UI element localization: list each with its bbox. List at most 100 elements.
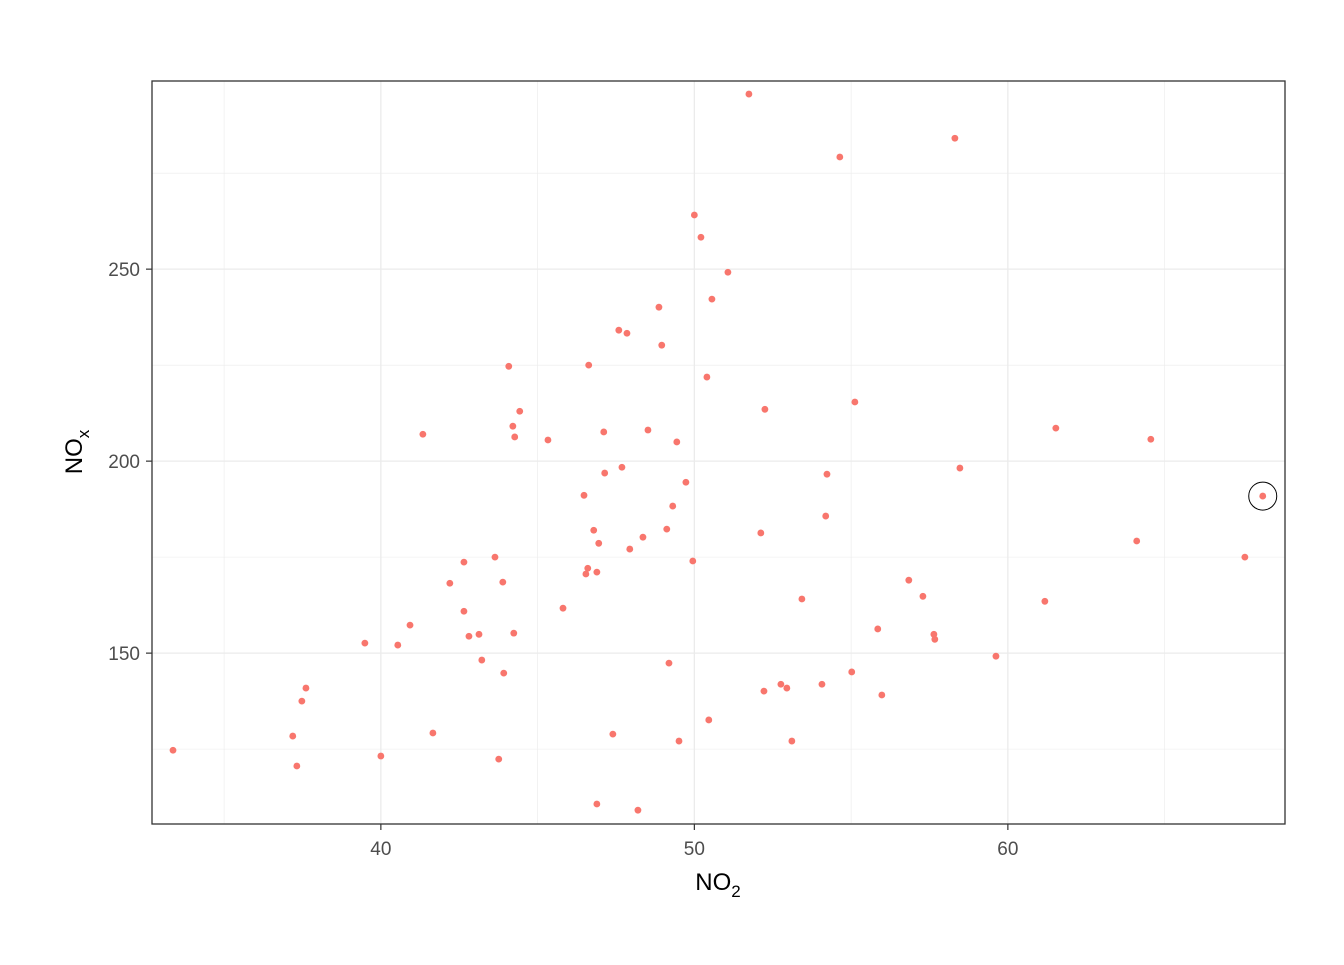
data-point bbox=[511, 433, 519, 441]
data-point bbox=[584, 564, 592, 572]
data-point bbox=[788, 737, 796, 745]
data-point bbox=[1147, 435, 1155, 443]
data-point bbox=[1133, 537, 1141, 545]
data-point bbox=[639, 533, 647, 541]
data-point bbox=[878, 691, 886, 699]
data-point bbox=[848, 668, 856, 676]
data-point bbox=[460, 607, 468, 615]
data-point bbox=[905, 576, 913, 584]
data-point bbox=[478, 656, 486, 664]
data-point bbox=[777, 680, 785, 688]
data-point bbox=[822, 512, 830, 520]
data-point bbox=[623, 329, 631, 337]
y-tick-label: 250 bbox=[108, 260, 140, 281]
data-point bbox=[377, 752, 385, 760]
plot-border bbox=[151, 80, 1286, 825]
x-tick-label: 60 bbox=[997, 839, 1018, 860]
data-point bbox=[1259, 492, 1267, 500]
data-point bbox=[874, 625, 882, 633]
data-point bbox=[495, 755, 503, 763]
data-point bbox=[760, 687, 768, 695]
data-point bbox=[585, 361, 593, 369]
data-point bbox=[956, 464, 964, 472]
data-point bbox=[499, 578, 507, 586]
x-tick-label: 50 bbox=[684, 839, 705, 860]
data-point bbox=[595, 539, 603, 547]
data-point bbox=[665, 659, 673, 667]
data-point bbox=[394, 641, 402, 649]
data-point bbox=[669, 502, 677, 510]
data-point bbox=[724, 268, 732, 276]
data-point bbox=[491, 553, 499, 561]
data-point bbox=[690, 211, 698, 219]
data-point bbox=[505, 362, 513, 370]
data-point bbox=[783, 684, 791, 692]
data-point bbox=[798, 595, 806, 603]
data-point bbox=[593, 568, 601, 576]
data-point bbox=[626, 545, 634, 553]
data-point bbox=[951, 134, 959, 142]
data-point bbox=[475, 630, 483, 638]
data-point bbox=[761, 405, 769, 413]
data-point bbox=[818, 680, 826, 688]
data-point bbox=[1241, 553, 1249, 561]
data-point bbox=[298, 697, 306, 705]
data-point bbox=[593, 800, 601, 808]
grid bbox=[152, 81, 1285, 824]
data-point bbox=[689, 557, 697, 565]
data-point bbox=[919, 592, 927, 600]
data-point bbox=[757, 529, 765, 537]
data-point bbox=[644, 426, 652, 434]
data-point bbox=[510, 629, 518, 637]
highlight-circle bbox=[1248, 481, 1278, 511]
data-point bbox=[634, 806, 642, 814]
data-point bbox=[658, 341, 666, 349]
data-point bbox=[406, 621, 414, 629]
data-point bbox=[836, 153, 844, 161]
data-point bbox=[419, 430, 427, 438]
data-point bbox=[460, 558, 468, 566]
data-point bbox=[446, 579, 454, 587]
data-point bbox=[509, 422, 517, 430]
y-axis-title: NOx bbox=[61, 429, 93, 474]
data-point bbox=[600, 428, 608, 436]
data-point bbox=[601, 469, 609, 477]
data-point bbox=[703, 373, 711, 381]
data-point bbox=[544, 436, 552, 444]
x-tick-label: 40 bbox=[370, 839, 391, 860]
data-point bbox=[705, 716, 713, 724]
data-point bbox=[682, 478, 690, 486]
data-point bbox=[992, 652, 1000, 660]
data-point bbox=[582, 570, 590, 578]
y-tick-label: 150 bbox=[108, 644, 140, 665]
data-point bbox=[361, 639, 369, 647]
data-point bbox=[609, 730, 617, 738]
data-point bbox=[1041, 597, 1049, 605]
data-point bbox=[302, 684, 310, 692]
data-point bbox=[745, 90, 753, 98]
data-point bbox=[500, 669, 508, 677]
data-point bbox=[289, 732, 297, 740]
data-point bbox=[823, 470, 831, 478]
data-point bbox=[465, 632, 473, 640]
data-point bbox=[590, 526, 598, 534]
data-point bbox=[655, 303, 663, 311]
data-point bbox=[675, 737, 683, 745]
x-axis-title: NO2 bbox=[695, 869, 740, 901]
data-point bbox=[697, 233, 705, 241]
data-point bbox=[169, 746, 177, 754]
data-point bbox=[429, 729, 437, 737]
data-point bbox=[931, 635, 939, 643]
data-point bbox=[1052, 424, 1060, 432]
data-point bbox=[708, 295, 716, 303]
data-point bbox=[673, 438, 681, 446]
y-tick-label: 200 bbox=[108, 452, 140, 473]
axis-ticks: 40 50 60 150 200 250 bbox=[108, 260, 1018, 860]
data-point bbox=[293, 762, 301, 770]
data-point bbox=[580, 491, 588, 499]
data-point bbox=[559, 604, 567, 612]
data-point bbox=[663, 525, 671, 533]
data-point bbox=[516, 407, 524, 415]
data-point bbox=[615, 326, 623, 334]
